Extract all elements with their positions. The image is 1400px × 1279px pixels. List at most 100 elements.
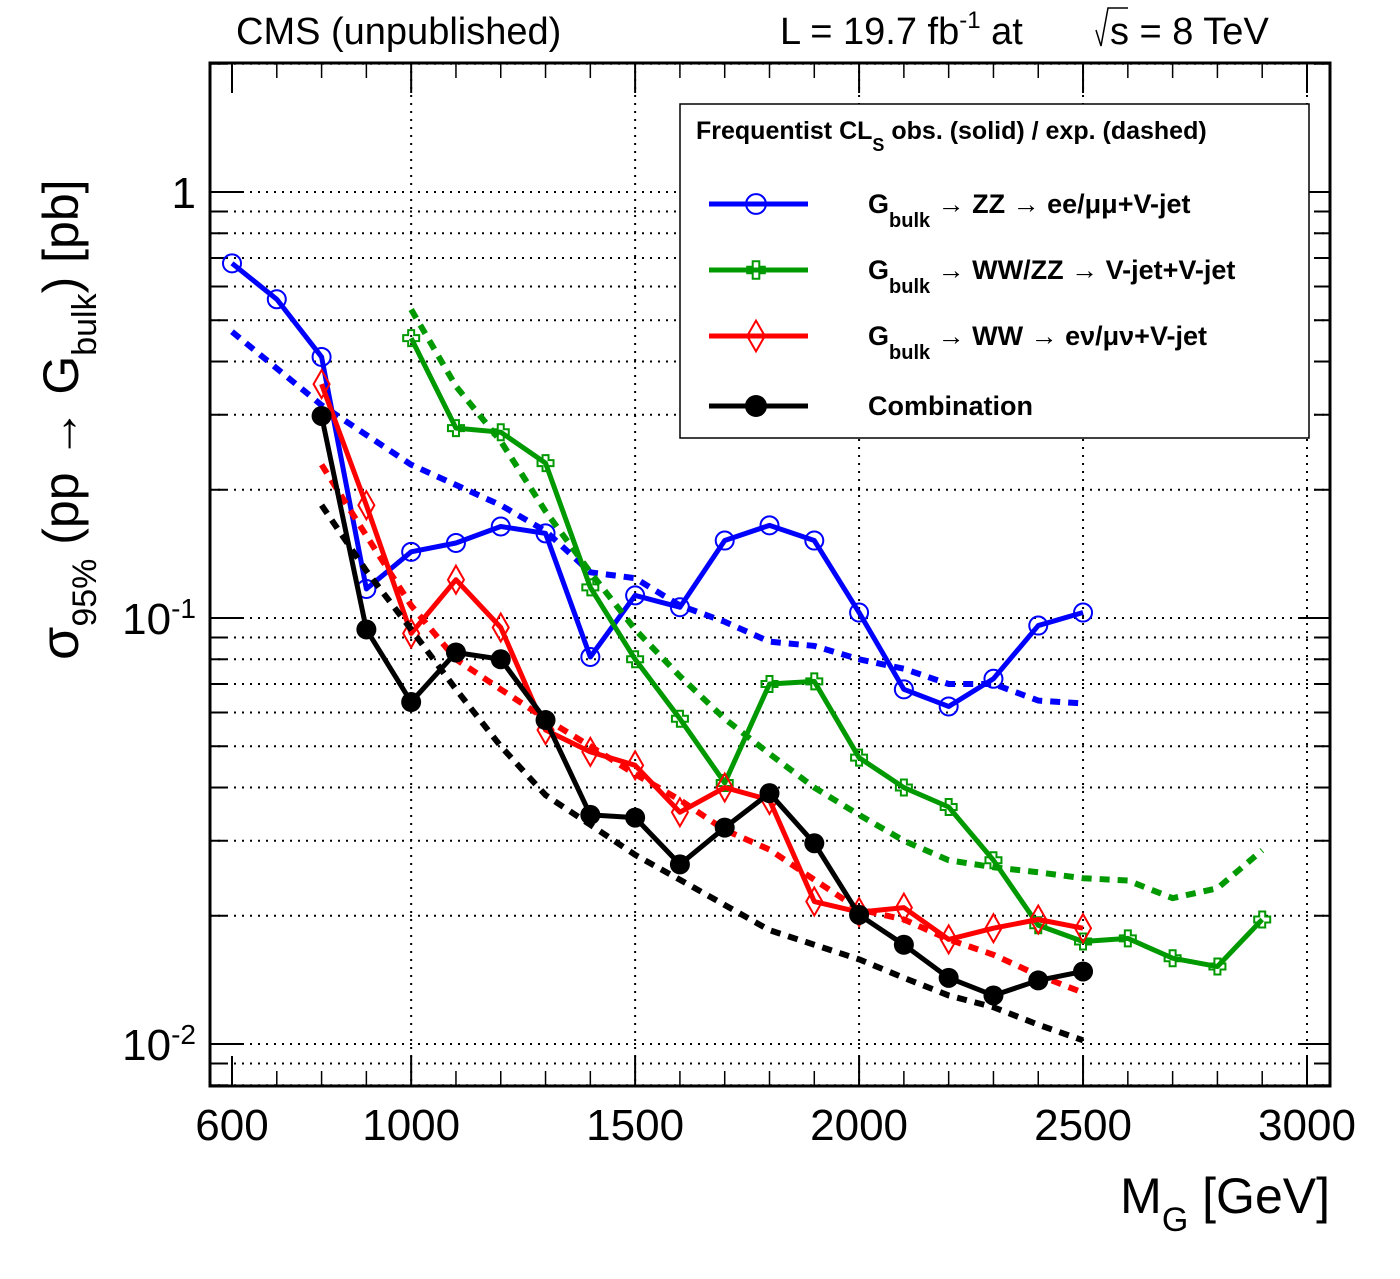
legend-label: Gbulk → ZZ → ee/μμ+V-jet: [868, 189, 1191, 232]
x-tick-label: 1000: [362, 1101, 460, 1150]
marker-open-circle: [1028, 615, 1049, 636]
marker-open-circle: [445, 532, 466, 553]
legend-entry: Gbulk → ZZ → ee/μμ+V-jet: [709, 189, 1191, 232]
marker-open-circle: [938, 696, 959, 717]
marker-filled-circle: [759, 783, 780, 804]
marker-open-cross: [581, 578, 600, 597]
y-tick-labels: 1 10-1 10-2: [122, 169, 196, 1070]
x-tick-label: 3000: [1258, 1101, 1356, 1150]
lumi-text: L = 19.7 fb: [780, 11, 959, 53]
lumi-at: at: [981, 11, 1024, 53]
marker-filled-circle: [445, 642, 466, 663]
observed-line: [319, 383, 1084, 942]
expected-line: [408, 307, 1265, 902]
marker-open-cross: [446, 419, 465, 438]
marker-filled-circle: [804, 833, 825, 854]
marker-filled-circle: [625, 807, 646, 828]
marker-open-cross: [760, 674, 779, 693]
marker-open-circle: [759, 515, 780, 536]
marker-open-circle: [266, 289, 287, 310]
svg-text:L = 19.7 fb-1 at: L = 19.7 fb-1 at: [780, 7, 1023, 53]
marker-open-cross: [626, 650, 645, 669]
marker-filled-circle: [849, 904, 870, 925]
observed-line: [319, 415, 1084, 998]
plot-frame: [208, 61, 1332, 1088]
lumi-exponent: -1: [959, 7, 980, 34]
series-3: [311, 405, 1094, 1044]
marker-open-diamond: [1073, 912, 1093, 945]
marker-open-cross: [1163, 949, 1182, 968]
y-axis-title: σ95% (pp → Gbulk) [pb]: [30, 179, 104, 660]
x-tick-label: 600: [195, 1101, 268, 1150]
marker-open-cross: [850, 748, 869, 767]
marker-filled-circle: [490, 649, 511, 670]
experiment-label: CMS (unpublished): [236, 11, 561, 53]
marker-filled-circle: [983, 985, 1004, 1006]
marker-open-diamond: [446, 563, 466, 596]
marker-open-circle: [222, 253, 242, 274]
marker-open-diamond: [491, 611, 510, 644]
legend-label: Gbulk → WW/ZZ → V-jet+V-jet: [868, 255, 1235, 298]
marker-open-diamond: [1029, 903, 1048, 936]
marker-filled-circle: [1028, 970, 1049, 991]
marker-open-circle: [311, 346, 332, 367]
marker-open-circle: [535, 523, 556, 544]
marker-open-diamond: [670, 796, 690, 829]
marker-open-diamond: [312, 368, 331, 401]
marker-open-cross: [536, 454, 555, 473]
marker-open-diamond: [402, 617, 421, 650]
x-axis-title: MG [GeV]: [1120, 1168, 1330, 1239]
marker-open-cross: [491, 423, 510, 442]
marker-open-circle: [490, 516, 511, 537]
sqrt-symbol: [1095, 7, 1128, 47]
marker-open-diamond: [715, 771, 734, 804]
marker-open-circle: [714, 530, 735, 551]
marker-open-diamond: [805, 885, 824, 918]
marker-open-diamond: [357, 489, 376, 522]
marker-open-cross: [984, 851, 1003, 870]
marker-open-circle: [745, 193, 767, 215]
marker-filled-circle: [938, 967, 959, 988]
marker-open-cross: [402, 329, 421, 348]
marker-open-diamond: [894, 891, 914, 924]
luminosity-label: L = 19.7 fb-1 at s = 8 TeV: [780, 7, 1269, 53]
series-group: [222, 253, 1272, 1044]
legend-entry: Gbulk → WW/ZZ → V-jet+V-jet: [709, 255, 1235, 298]
marker-open-diamond: [746, 318, 766, 354]
x-tick-label: 1500: [586, 1101, 684, 1150]
marker-open-circle: [669, 597, 690, 618]
marker-filled-circle: [401, 692, 422, 713]
marker-open-cross: [1208, 957, 1227, 976]
marker-open-circle: [849, 602, 870, 623]
marker-filled-circle: [893, 934, 914, 955]
marker-open-diamond: [939, 923, 958, 956]
marker-open-cross: [805, 672, 824, 691]
marker-open-cross: [939, 798, 958, 817]
marker-open-circle: [625, 585, 646, 606]
marker-filled-circle: [745, 395, 767, 417]
y-tick-label: 10-2: [122, 1019, 196, 1070]
x-tick-label: 2000: [810, 1101, 908, 1150]
legend: Frequentist CLS obs. (solid) / exp. (das…: [679, 103, 1310, 439]
legend-title: Frequentist CLS obs. (solid) / exp. (das…: [696, 117, 1207, 155]
marker-filled-circle: [580, 804, 601, 825]
legend-label: Gbulk → WW → eν/μν+V-jet: [868, 321, 1207, 364]
marker-open-circle: [804, 530, 825, 551]
expected-line: [230, 329, 1084, 707]
legend-label: Combination: [868, 391, 1033, 421]
marker-filled-circle: [714, 817, 735, 838]
marker-open-cross: [746, 260, 766, 280]
series-1: [402, 307, 1272, 976]
marker-open-circle: [401, 541, 422, 562]
marker-filled-circle: [311, 405, 332, 426]
marker-filled-circle: [669, 854, 690, 875]
marker-open-cross: [1253, 910, 1272, 929]
x-tick-label: 2500: [1034, 1101, 1132, 1150]
marker-open-diamond: [581, 735, 600, 768]
legend-entry: Gbulk → WW → eν/μν+V-jet: [709, 318, 1207, 364]
expected-line: [319, 463, 1085, 996]
marker-open-circle: [983, 668, 1004, 689]
marker-filled-circle: [535, 710, 556, 731]
marker-open-cross: [894, 778, 913, 797]
marker-filled-circle: [1073, 961, 1094, 982]
